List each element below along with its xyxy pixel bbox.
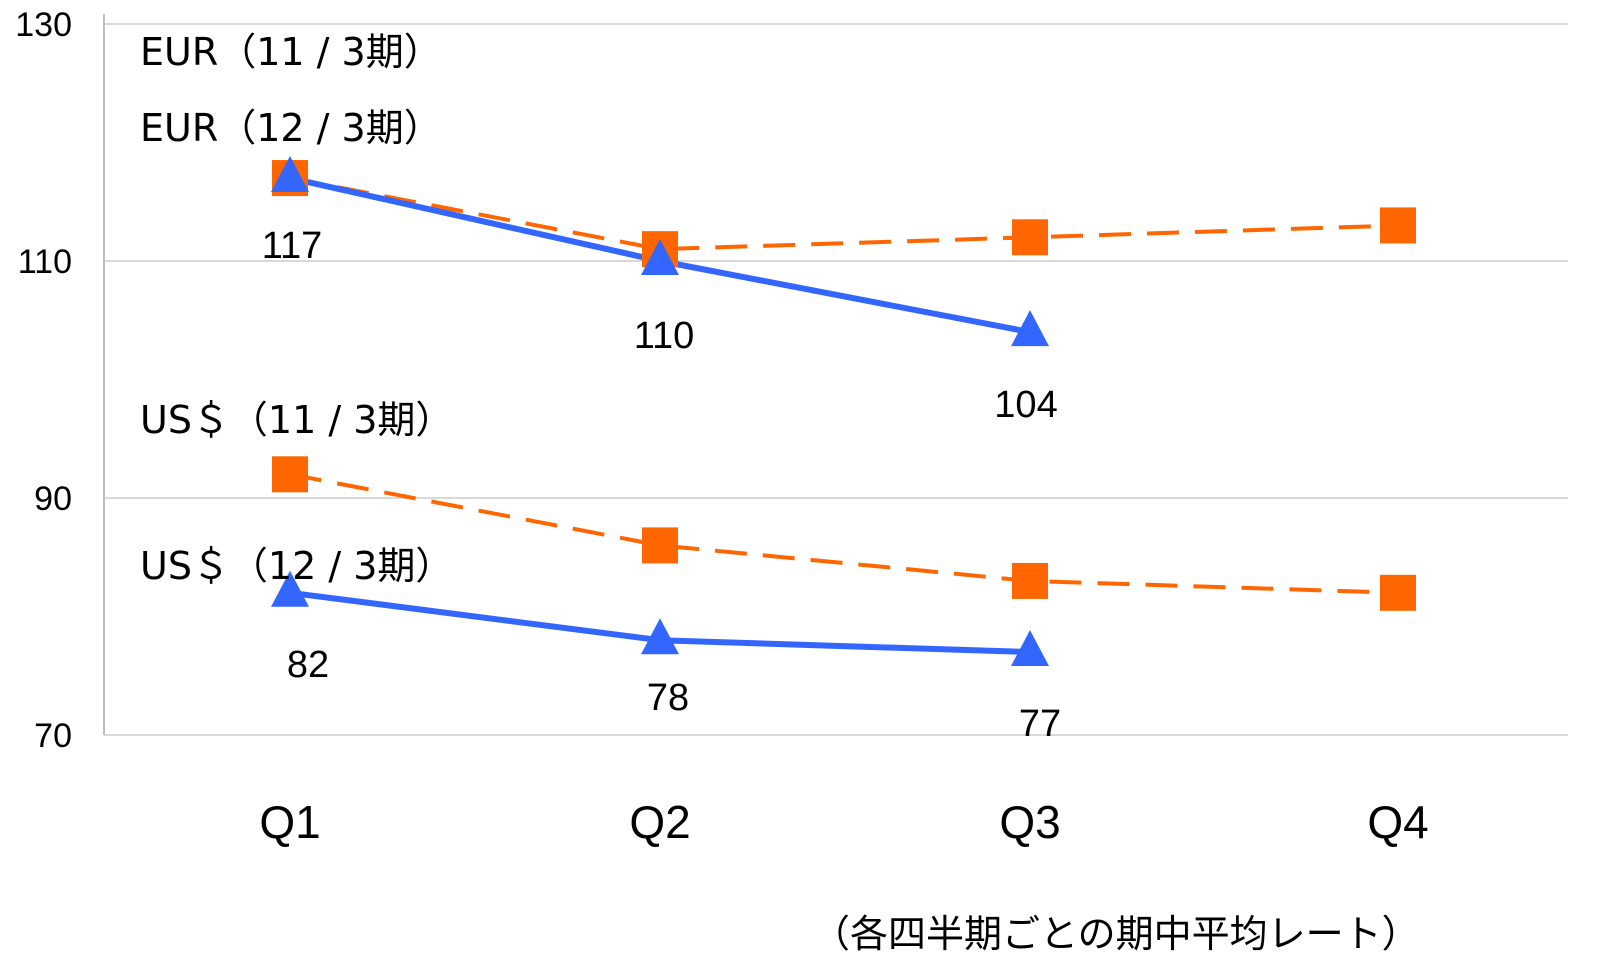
triangle-marker <box>641 618 679 655</box>
y-tick-labels: 70 90 110 130 <box>15 6 72 755</box>
x-tick-labels: Q1 Q2 Q3 Q4 <box>259 796 1428 848</box>
x-tick-label: Q4 <box>1367 796 1428 848</box>
chart-note: （各四半期ごとの期中平均レート） <box>812 912 1420 956</box>
square-marker <box>272 456 308 493</box>
square-marker <box>1380 207 1416 244</box>
gridlines <box>104 23 1568 736</box>
square-marker <box>1012 219 1048 256</box>
triangle-marker <box>271 156 309 193</box>
triangle-marker <box>1011 310 1049 347</box>
x-tick-label: Q1 <box>259 796 320 848</box>
series-labels: EUR（11 / 3期） EUR（12 / 3期） US＄（11 / 3期） U… <box>140 30 453 588</box>
data-label: 82 <box>287 644 329 686</box>
series-markers <box>271 156 1416 667</box>
y-tick-label: 110 <box>18 243 72 281</box>
data-label: 110 <box>634 315 695 357</box>
data-label: 117 <box>262 225 323 267</box>
y-tick-label: 70 <box>34 717 72 755</box>
data-label: 77 <box>1019 703 1061 745</box>
data-label: 104 <box>994 384 1057 426</box>
square-marker <box>1012 562 1048 599</box>
x-tick-label: Q3 <box>999 796 1060 848</box>
series-label-eur-11: EUR（11 / 3期） <box>140 30 442 74</box>
data-label: 78 <box>647 677 689 719</box>
y-tick-label: 130 <box>15 6 72 44</box>
triangle-marker <box>1011 630 1049 667</box>
series-label-eur-12: EUR（12 / 3期） <box>140 106 442 150</box>
x-tick-label: Q2 <box>629 796 690 848</box>
series-lines <box>289 175 1399 656</box>
triangle-marker <box>641 239 679 275</box>
data-labels: 117 110 104 82 78 77 <box>262 225 1061 745</box>
y-tick-label: 90 <box>34 480 72 518</box>
square-marker <box>642 527 678 564</box>
series-line <box>289 176 1399 252</box>
square-marker <box>1380 574 1416 611</box>
triangle-marker <box>271 570 309 607</box>
series-label-usd-12: US＄（12 / 3期） <box>140 544 453 588</box>
series-line <box>289 472 1399 595</box>
series-label-usd-11: US＄（11 / 3期） <box>140 398 453 442</box>
